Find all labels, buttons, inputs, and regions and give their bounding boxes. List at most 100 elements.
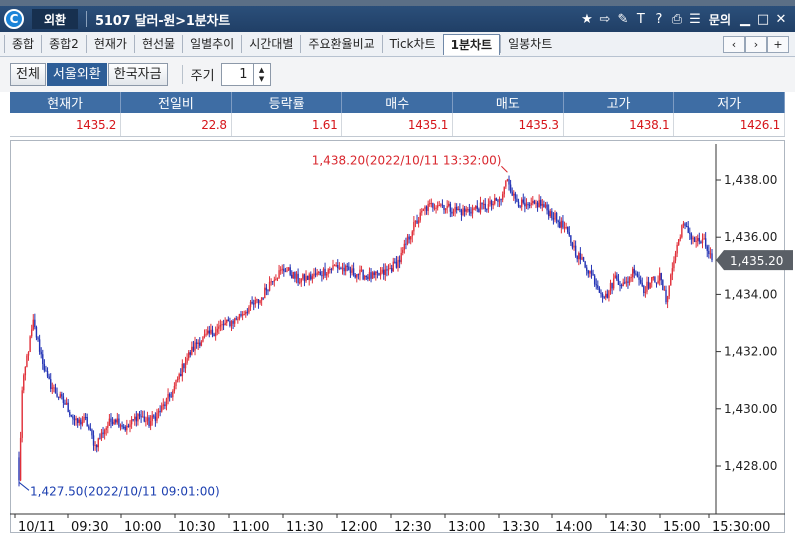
- app-logo-icon: C: [4, 9, 24, 29]
- candle-body: [695, 240, 697, 242]
- candle-body: [132, 419, 134, 421]
- list-icon[interactable]: ☰: [689, 11, 701, 27]
- candle-body: [286, 270, 288, 272]
- candle-body: [516, 198, 518, 202]
- x-tick-label: 15:30:00: [712, 520, 770, 535]
- candle-body: [18, 457, 20, 481]
- candle-body: [419, 212, 421, 221]
- candle-body: [544, 204, 547, 208]
- candle-body: [349, 270, 352, 273]
- candle-body: [708, 250, 710, 254]
- low-marker-arrow: [18, 481, 30, 491]
- x-tick-label: 13:30: [502, 520, 539, 535]
- tab-9[interactable]: 일봉차트: [500, 35, 559, 53]
- tab-4[interactable]: 일별추이: [182, 35, 241, 53]
- tool-icon[interactable]: ✎: [617, 11, 629, 27]
- candle-body: [310, 274, 312, 280]
- candle-body: [170, 396, 172, 398]
- candlestick-chart[interactable]: 1,438.00 1,436.00 1,434.00 1,432.00 1,430.00…: [0, 140, 795, 537]
- candle-body: [357, 274, 360, 276]
- period-value[interactable]: 1: [239, 67, 248, 82]
- candle-body: [81, 421, 84, 425]
- candle-body: [321, 275, 323, 277]
- link-window-icon[interactable]: ⇨: [599, 11, 611, 27]
- tab-2[interactable]: 현재가: [85, 35, 134, 53]
- candle-body: [262, 297, 264, 299]
- candle-body: [608, 290, 610, 298]
- x-tick-label: 11:00: [232, 520, 269, 535]
- candle-body: [630, 277, 632, 279]
- candle-body: [690, 233, 693, 240]
- candle-body: [46, 371, 49, 377]
- candle-body: [612, 278, 615, 289]
- inquiry-button[interactable]: 문의: [708, 12, 731, 27]
- candle-body: [37, 337, 39, 340]
- filter-button-0[interactable]: 전체: [10, 63, 46, 86]
- candle-body: [646, 281, 648, 292]
- candle-body: [195, 342, 198, 344]
- tab-1[interactable]: 종합2: [41, 35, 86, 53]
- candle-body: [378, 272, 380, 276]
- tab-5[interactable]: 시간대별: [241, 35, 300, 53]
- maximize-icon[interactable]: □: [756, 11, 770, 27]
- candle-body: [400, 252, 402, 263]
- candle-body: [628, 277, 631, 283]
- candle-body: [230, 320, 233, 326]
- period-spin-icon[interactable]: ▲ ▼: [252, 64, 270, 85]
- candle-body: [658, 273, 661, 281]
- candle-body: [547, 210, 550, 217]
- candle-body: [566, 227, 569, 233]
- text-icon[interactable]: T: [636, 11, 645, 27]
- close-icon[interactable]: ✕: [775, 11, 787, 27]
- print-icon[interactable]: ⎙: [671, 11, 683, 27]
- candle-body: [579, 253, 582, 260]
- current-price-label: 1,435.20: [730, 254, 783, 268]
- x-tick-label: 12:00: [340, 520, 377, 535]
- filter-button-2[interactable]: 한국자금: [107, 63, 168, 86]
- x-tick-label: 11:30: [286, 520, 323, 535]
- candle-body: [210, 329, 212, 334]
- candle-body: [260, 297, 263, 301]
- candle-body: [134, 416, 136, 420]
- minimize-icon[interactable]: ▁: [740, 11, 750, 27]
- candle-body: [651, 277, 653, 283]
- tab-add-icon[interactable]: +: [767, 36, 789, 53]
- candle-body: [151, 415, 153, 422]
- candle-body: [153, 415, 155, 417]
- candle-body: [297, 273, 299, 283]
- candle-body: [183, 363, 185, 369]
- tab-7[interactable]: Tick차트: [381, 35, 443, 53]
- candle-body: [679, 237, 681, 240]
- y-tick-label: 1,430.00: [724, 402, 777, 416]
- period-label: 주기: [181, 65, 215, 84]
- candle-body: [340, 267, 342, 269]
- y-tick-label: 1,432.00: [724, 345, 777, 359]
- candle-body: [459, 209, 461, 211]
- candle-body: [682, 223, 685, 226]
- period-stepper[interactable]: 1 ▲ ▼: [220, 63, 271, 86]
- candle-body: [254, 300, 256, 305]
- tab-6[interactable]: 주요환율비교: [300, 35, 381, 53]
- filter-button-1[interactable]: 서울외환: [46, 63, 107, 86]
- candle-body: [175, 380, 177, 386]
- candle-body: [540, 199, 542, 206]
- tab-8[interactable]: 1분차트: [442, 33, 501, 55]
- quote-value-2: 1.61: [231, 113, 343, 137]
- candle-body: [248, 307, 250, 313]
- tab-prev-icon[interactable]: ‹: [723, 36, 745, 53]
- candle-body: [78, 419, 80, 423]
- tab-nav: ‹ › +: [723, 36, 789, 53]
- filter-bar: 전체 서울외환 한국자금 주기 1 ▲ ▼: [0, 57, 795, 92]
- candle-body: [614, 275, 616, 279]
- favorite-star-icon[interactable]: ★: [581, 11, 593, 27]
- candle-body: [50, 379, 52, 389]
- candle-body: [23, 375, 25, 391]
- tab-3[interactable]: 현선물: [133, 35, 182, 53]
- candle-body: [384, 269, 387, 275]
- candle-body: [700, 241, 702, 243]
- candle-body: [462, 208, 464, 215]
- tab-next-icon[interactable]: ›: [745, 36, 767, 53]
- candle-body: [559, 222, 561, 228]
- tab-0[interactable]: 종합: [4, 35, 41, 53]
- help-icon[interactable]: ?: [655, 11, 663, 27]
